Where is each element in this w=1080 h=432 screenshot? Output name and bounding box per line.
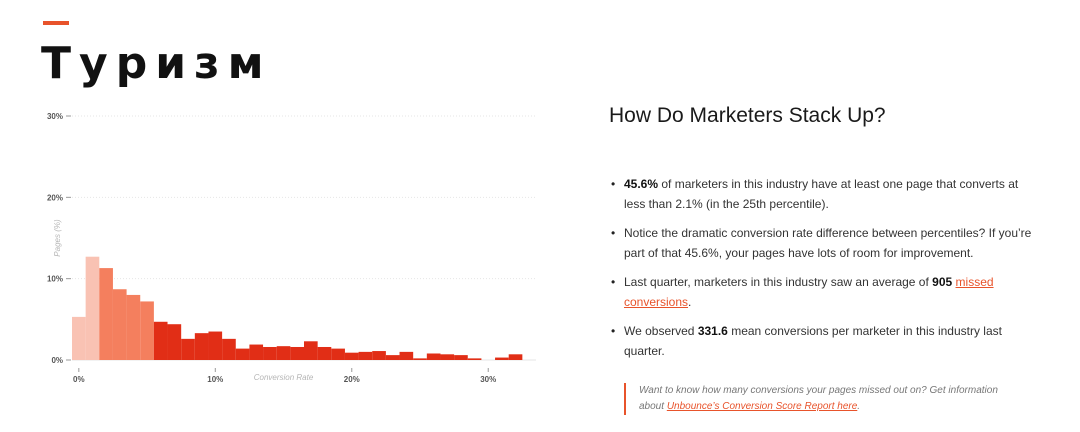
histogram-bar xyxy=(222,338,236,360)
histogram-bar xyxy=(467,358,482,360)
missed-conversions-link[interactable]: missed conversions xyxy=(624,275,994,309)
histogram-bar xyxy=(208,331,223,360)
stat-text: Notice the dramatic conversion rate diff… xyxy=(624,226,1032,260)
x-tick-label: 20% xyxy=(344,375,360,384)
stat-text: of marketers in this industry have at le… xyxy=(624,177,1019,211)
note-text: Want to know how many conversions your p… xyxy=(639,385,998,412)
histogram-bar xyxy=(276,346,291,360)
histogram-bar xyxy=(290,346,304,360)
list-item: Notice the dramatic conversion rate diff… xyxy=(609,223,1039,263)
page-title: Туризм xyxy=(41,38,272,89)
histogram-bar xyxy=(413,358,427,360)
list-item: Last quarter, marketers in this industry… xyxy=(609,272,1039,312)
stats-list: 45.6% of marketers in this industry have… xyxy=(609,174,1039,370)
histogram-bar xyxy=(440,354,455,360)
histogram-bar xyxy=(263,346,277,360)
x-tick-label: 10% xyxy=(207,375,223,384)
stat-value: 45.6% xyxy=(624,177,659,191)
title-accent-bar xyxy=(43,21,69,25)
histogram-bar xyxy=(344,352,359,360)
histogram-bar xyxy=(126,294,141,360)
histogram-bar xyxy=(140,301,154,360)
histogram-bar xyxy=(194,333,209,360)
histogram-bar xyxy=(72,316,86,360)
y-tick-label: 30% xyxy=(47,112,63,121)
note-text: . xyxy=(857,401,861,412)
y-axis-label: Pages (%) xyxy=(53,219,62,257)
x-axis-label: Conversion Rate xyxy=(254,373,314,382)
list-item: We observed 331.6 mean conversions per m… xyxy=(609,321,1039,361)
histogram-bar xyxy=(385,355,400,360)
stat-value: 905 xyxy=(932,275,953,289)
histogram-bar xyxy=(99,268,113,360)
stats-panel: How Do Marketers Stack Up? 45.6% of mark… xyxy=(609,104,1039,358)
stat-text: We observed xyxy=(624,324,698,338)
histogram-chart: 0% 10% 20% 30% 0% 10% 20% 30% Pages (%) Conver… xyxy=(47,112,536,384)
histogram-bar xyxy=(235,348,250,360)
histogram-bar xyxy=(249,344,264,360)
y-tick-label: 0% xyxy=(51,356,63,365)
histogram-bar xyxy=(454,355,468,360)
histogram-bar xyxy=(167,324,182,360)
stat-text: . xyxy=(688,295,692,309)
y-tick-label: 10% xyxy=(47,275,63,284)
histogram-bar xyxy=(85,256,100,360)
histogram-bar xyxy=(495,357,509,360)
histogram-bar xyxy=(317,346,332,360)
histogram-bar xyxy=(153,321,168,360)
x-tick-label: 30% xyxy=(480,375,496,384)
list-item: 45.6% of marketers in this industry have… xyxy=(609,174,1039,214)
histogram-bar xyxy=(358,351,373,360)
conversion-report-note: Want to know how many conversions your p… xyxy=(624,383,999,415)
y-tick-label: 20% xyxy=(47,193,63,202)
histogram-bar xyxy=(112,289,127,360)
histogram-bar xyxy=(508,354,523,360)
histogram-bar xyxy=(304,341,318,360)
histogram-bar xyxy=(399,351,414,360)
stat-text: mean conversions per marketer in this in… xyxy=(624,324,1002,358)
histogram-bar xyxy=(372,351,386,360)
stat-value: 331.6 xyxy=(697,324,728,338)
histogram-bar xyxy=(426,353,441,360)
conversion-score-report-link[interactable]: Unbounce’s Conversion Score Report here xyxy=(666,401,858,412)
panel-heading: How Do Marketers Stack Up? xyxy=(609,104,886,127)
histogram-bar xyxy=(181,338,195,360)
histogram-bar xyxy=(331,348,345,360)
x-tick-label: 0% xyxy=(73,375,85,384)
stat-text: Last quarter, marketers in this industry… xyxy=(624,275,933,289)
